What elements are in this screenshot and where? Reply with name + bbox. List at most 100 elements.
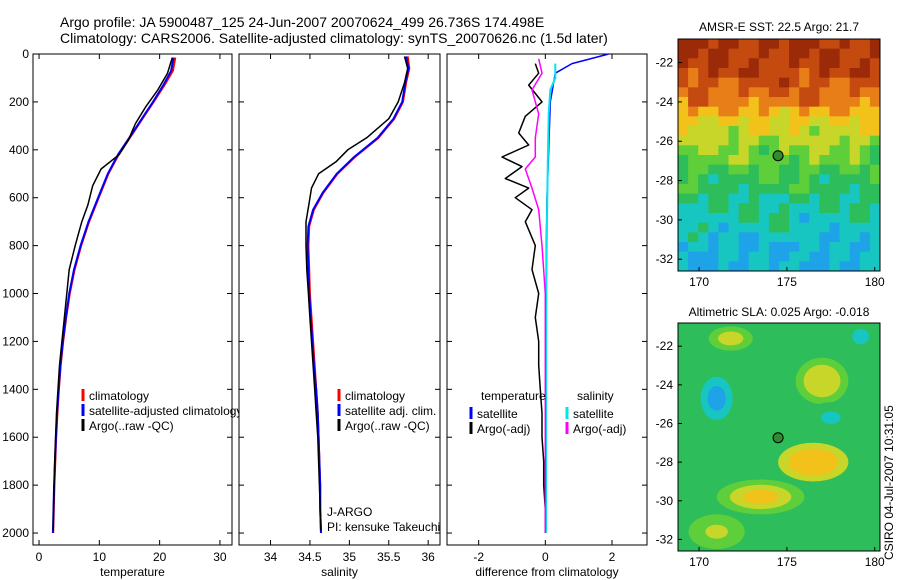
map-cell: [698, 97, 709, 108]
map-cell: [859, 174, 871, 185]
map-cell: [698, 68, 709, 79]
map-cell: [859, 222, 871, 233]
map-cell: [708, 242, 719, 253]
map-cell: [758, 251, 770, 262]
map-cell: [758, 164, 770, 175]
map-cell: [698, 58, 709, 69]
map-cell: [829, 58, 841, 69]
temperature-panel: 0 10 20 30 0 200 400 600 800 1000 1200 1400 1600 1800…: [2, 47, 242, 579]
x-tick-label: 20: [153, 550, 167, 564]
map-cell: [779, 68, 790, 79]
map-cell: [718, 135, 730, 146]
map-cell: [748, 126, 760, 137]
map-cell: [688, 184, 699, 195]
map-cell: [758, 174, 770, 185]
map-cell: [708, 48, 719, 59]
y-tick-label: 1400: [2, 382, 29, 396]
map-cell: [748, 222, 760, 233]
map-cell: [799, 116, 810, 127]
x-tick-label: 36: [421, 550, 435, 564]
map-cell: [748, 145, 760, 156]
map-cell: [768, 106, 780, 117]
map-cell: [819, 251, 831, 262]
map-cell: [768, 213, 780, 224]
map-cell: [849, 39, 861, 50]
map-cell: [849, 116, 861, 127]
map-title: Altimetric SLA: 0.025 Argo: -0.018: [689, 305, 870, 319]
map-cell: [718, 164, 730, 175]
map-cell: [768, 164, 780, 175]
map-cell: [688, 174, 699, 185]
map-frame: [677, 38, 881, 272]
x-tick-label: -2: [473, 550, 484, 564]
map-cell: [869, 203, 880, 214]
map-cell: [849, 222, 861, 233]
map-cell: [758, 155, 770, 166]
map-anomaly: [811, 371, 833, 391]
map-cell: [849, 77, 861, 88]
map-cell: [678, 135, 689, 146]
map-cell: [779, 58, 790, 69]
map-cell: [839, 261, 851, 271]
map-cell: [708, 203, 719, 214]
map-cell: [758, 48, 770, 59]
map-cell: [849, 48, 861, 59]
map-cell: [688, 203, 699, 214]
map-cell: [819, 87, 831, 98]
map-cell: [789, 68, 800, 79]
map-cell: [869, 251, 880, 262]
map-cell: [859, 203, 871, 214]
map-cell: [748, 135, 760, 146]
map-cell: [789, 77, 800, 88]
map-cell: [698, 106, 709, 117]
map-field: [678, 39, 880, 271]
map-cell: [799, 193, 810, 204]
map-cell: [748, 242, 760, 253]
map-cell: [789, 106, 800, 117]
map-cell: [768, 193, 780, 204]
header-line1: Argo profile: JA 5900487_125 24-Jun-2007…: [60, 14, 544, 30]
map-cell: [688, 232, 699, 243]
map-cell: [799, 155, 810, 166]
map-cell: [839, 68, 851, 79]
map-cell: [758, 242, 770, 253]
map-cell: [688, 97, 699, 108]
map-cell: [809, 213, 820, 224]
map-cell: [789, 184, 800, 195]
map-cell: [728, 135, 740, 146]
map-cell: [718, 145, 730, 156]
map-cell: [849, 184, 861, 195]
map-cell: [708, 251, 719, 262]
map-cell: [768, 87, 780, 98]
map-cell: [758, 135, 770, 146]
map-cell: [829, 251, 841, 262]
map-cell: [738, 251, 750, 262]
map-cell: [758, 203, 770, 214]
map-cell: [799, 48, 810, 59]
map-cell: [849, 232, 861, 243]
map-cell: [839, 155, 851, 166]
map-cell: [698, 87, 709, 98]
map-cell: [809, 174, 820, 185]
map-cell: [829, 242, 841, 253]
map-cell: [738, 116, 750, 127]
map-cell: [809, 58, 820, 69]
map-cell: [728, 164, 740, 175]
map-cell: [748, 164, 760, 175]
map-cell: [768, 155, 780, 166]
map-cell: [698, 155, 709, 166]
map-cell: [708, 155, 719, 166]
map-cell: [829, 77, 841, 88]
map-cell: [869, 184, 880, 195]
map-cell: [799, 242, 810, 253]
map-cell: [688, 87, 699, 98]
map-cell: [678, 261, 689, 271]
map-cell: [809, 203, 820, 214]
map-cell: [698, 39, 709, 50]
map-cell: [678, 213, 689, 224]
map-cell: [789, 155, 800, 166]
map-cell: [789, 145, 800, 156]
map-cell: [728, 213, 740, 224]
map-cell: [748, 97, 760, 108]
map-cell: [688, 222, 699, 233]
